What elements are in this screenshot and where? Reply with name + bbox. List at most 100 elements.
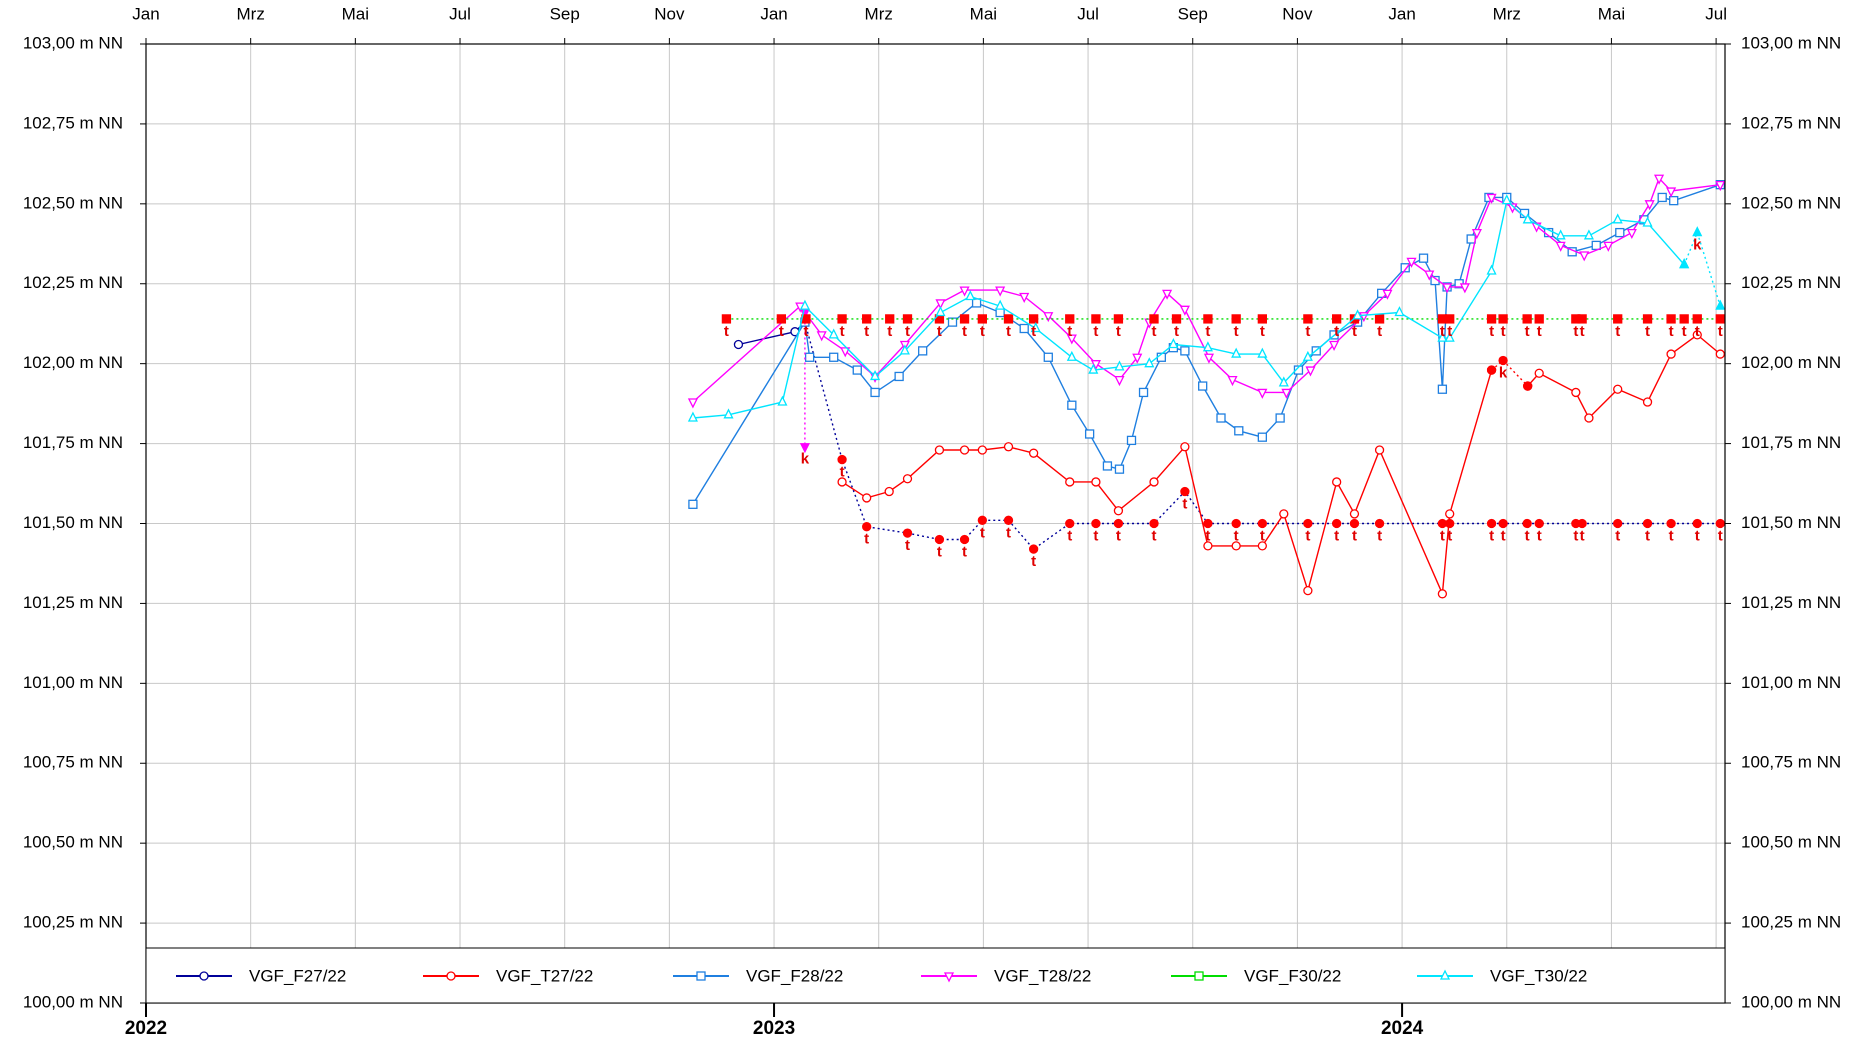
legend-label: VGF_T27/22 bbox=[496, 966, 593, 985]
point bbox=[934, 445, 945, 455]
point bbox=[1149, 518, 1159, 529]
point bbox=[1444, 331, 1455, 342]
legend-label: VGF_F27/22 bbox=[249, 966, 346, 985]
point bbox=[1692, 518, 1702, 529]
point bbox=[1202, 341, 1213, 352]
point-label: t bbox=[1669, 323, 1674, 340]
point bbox=[1149, 477, 1159, 487]
point bbox=[1003, 314, 1014, 324]
y-tick-label: 102,50 m NN bbox=[23, 193, 123, 212]
x-tick-label: Jul bbox=[1077, 4, 1099, 23]
point bbox=[1692, 314, 1702, 324]
point bbox=[1168, 338, 1179, 349]
flag-label: t bbox=[1489, 527, 1494, 544]
point bbox=[1657, 192, 1667, 203]
y-tick-label: 102,25 m NN bbox=[23, 273, 123, 292]
y2-tick-label: 102,00 m NN bbox=[1741, 353, 1841, 372]
point-label: t bbox=[962, 323, 967, 340]
point bbox=[1486, 365, 1497, 375]
point bbox=[995, 299, 1006, 310]
point bbox=[1305, 366, 1316, 377]
point bbox=[947, 317, 958, 327]
point bbox=[862, 493, 872, 503]
flag-label: t bbox=[1152, 527, 1157, 544]
point bbox=[1666, 518, 1676, 529]
flag-label: t bbox=[1718, 527, 1723, 544]
point bbox=[1180, 442, 1190, 452]
point bbox=[1642, 314, 1653, 324]
point bbox=[1084, 429, 1095, 439]
point bbox=[1715, 518, 1725, 529]
point-label: t bbox=[905, 323, 910, 340]
point bbox=[1486, 518, 1497, 529]
point bbox=[1445, 314, 1455, 324]
point bbox=[1486, 264, 1497, 275]
point bbox=[837, 454, 847, 465]
point bbox=[1231, 347, 1242, 358]
point bbox=[1065, 314, 1075, 324]
point bbox=[1028, 314, 1039, 324]
y-tick-label: 102,75 m NN bbox=[23, 113, 123, 132]
point bbox=[1293, 365, 1304, 375]
point bbox=[1584, 413, 1594, 423]
point bbox=[1279, 509, 1289, 519]
y-tick-label: 101,25 m NN bbox=[23, 593, 123, 612]
point bbox=[1394, 306, 1405, 317]
point bbox=[1424, 270, 1435, 281]
point bbox=[1654, 174, 1665, 185]
point bbox=[852, 365, 862, 375]
point bbox=[899, 344, 910, 355]
flag-label: t bbox=[1234, 527, 1239, 544]
point bbox=[1501, 194, 1512, 205]
point bbox=[1642, 216, 1653, 227]
flag-label: t bbox=[1067, 527, 1072, 544]
point-label: t bbox=[1718, 323, 1723, 340]
point bbox=[1382, 289, 1393, 300]
point bbox=[828, 328, 839, 339]
flag-label: t bbox=[864, 531, 869, 548]
point bbox=[1203, 518, 1213, 529]
y-tick-label: 100,75 m NN bbox=[23, 753, 123, 772]
flag-label: t bbox=[1537, 527, 1542, 544]
point-label: t bbox=[1006, 323, 1011, 340]
point bbox=[1066, 334, 1077, 345]
point bbox=[1203, 541, 1213, 551]
x-tick-label: Jan bbox=[1388, 4, 1415, 23]
point bbox=[799, 443, 810, 454]
x-tick-label: Mrz bbox=[237, 4, 265, 23]
y2-tick-label: 100,00 m NN bbox=[1741, 992, 1841, 1011]
flag-label: t bbox=[1573, 527, 1578, 544]
point bbox=[862, 522, 872, 532]
point bbox=[1138, 387, 1149, 398]
point bbox=[1065, 518, 1075, 529]
point-label: t bbox=[1695, 323, 1700, 340]
point bbox=[1043, 312, 1054, 323]
point bbox=[1439, 969, 1451, 980]
point bbox=[1498, 314, 1508, 324]
point bbox=[1613, 518, 1623, 529]
point bbox=[1019, 292, 1030, 303]
point bbox=[837, 477, 847, 487]
point bbox=[1400, 263, 1410, 273]
flag-label: t bbox=[1093, 527, 1098, 544]
y-tick-label: 100,25 m NN bbox=[23, 913, 123, 932]
point bbox=[1149, 314, 1159, 324]
flag-label: t bbox=[1260, 527, 1265, 544]
point-label: t bbox=[1205, 323, 1210, 340]
point bbox=[1114, 464, 1125, 474]
point bbox=[1534, 368, 1544, 378]
flag-label: k bbox=[1499, 364, 1508, 381]
point bbox=[885, 314, 895, 324]
point bbox=[1231, 518, 1241, 529]
point bbox=[1043, 352, 1053, 362]
point bbox=[1466, 234, 1476, 244]
point bbox=[1278, 376, 1289, 387]
legend-label: VGF_F30/22 bbox=[1244, 966, 1341, 985]
point bbox=[1162, 289, 1173, 300]
flag-label: t bbox=[905, 537, 910, 554]
flag-label: t bbox=[937, 543, 942, 560]
year-label: 2023 bbox=[753, 1018, 795, 1038]
point bbox=[1437, 331, 1448, 342]
point bbox=[1374, 314, 1385, 324]
flag-label: t bbox=[1182, 496, 1187, 513]
